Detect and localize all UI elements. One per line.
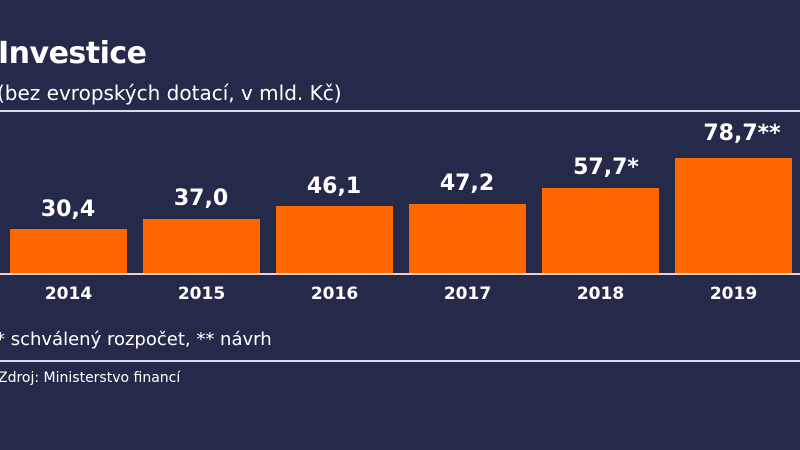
value-label: 47,2 xyxy=(439,171,495,196)
bar-2016 xyxy=(276,206,393,273)
value-label: 46,1 xyxy=(306,174,362,199)
footnote: * schválený rozpočet, ** návrh xyxy=(0,329,272,350)
x-tick-label: 2014 xyxy=(44,284,93,304)
top-divider xyxy=(0,110,800,112)
bottom-divider xyxy=(0,360,800,362)
chart-subtitle: (bez evropských dotací, v mld. Kč) xyxy=(0,81,342,105)
x-tick-label: 2015 xyxy=(177,284,226,304)
bar-2019 xyxy=(675,158,792,273)
value-label: 30,4 xyxy=(40,197,96,222)
value-label: 78,7** xyxy=(703,121,781,146)
x-axis-baseline xyxy=(0,273,800,275)
bar-2015 xyxy=(143,219,260,273)
x-tick-label: 2019 xyxy=(709,284,758,304)
x-tick-label: 2017 xyxy=(443,284,492,304)
value-label: 57,7* xyxy=(573,155,639,180)
x-tick-label: 2018 xyxy=(576,284,625,304)
bar-2014 xyxy=(10,229,127,273)
value-label: 37,0 xyxy=(173,186,229,211)
bar-2017 xyxy=(409,204,526,273)
chart-title: Investice xyxy=(0,36,147,71)
bar-2018 xyxy=(542,188,659,273)
source-note: Zdroj: Ministerstvo financí xyxy=(0,370,181,386)
x-tick-label: 2016 xyxy=(310,284,359,304)
